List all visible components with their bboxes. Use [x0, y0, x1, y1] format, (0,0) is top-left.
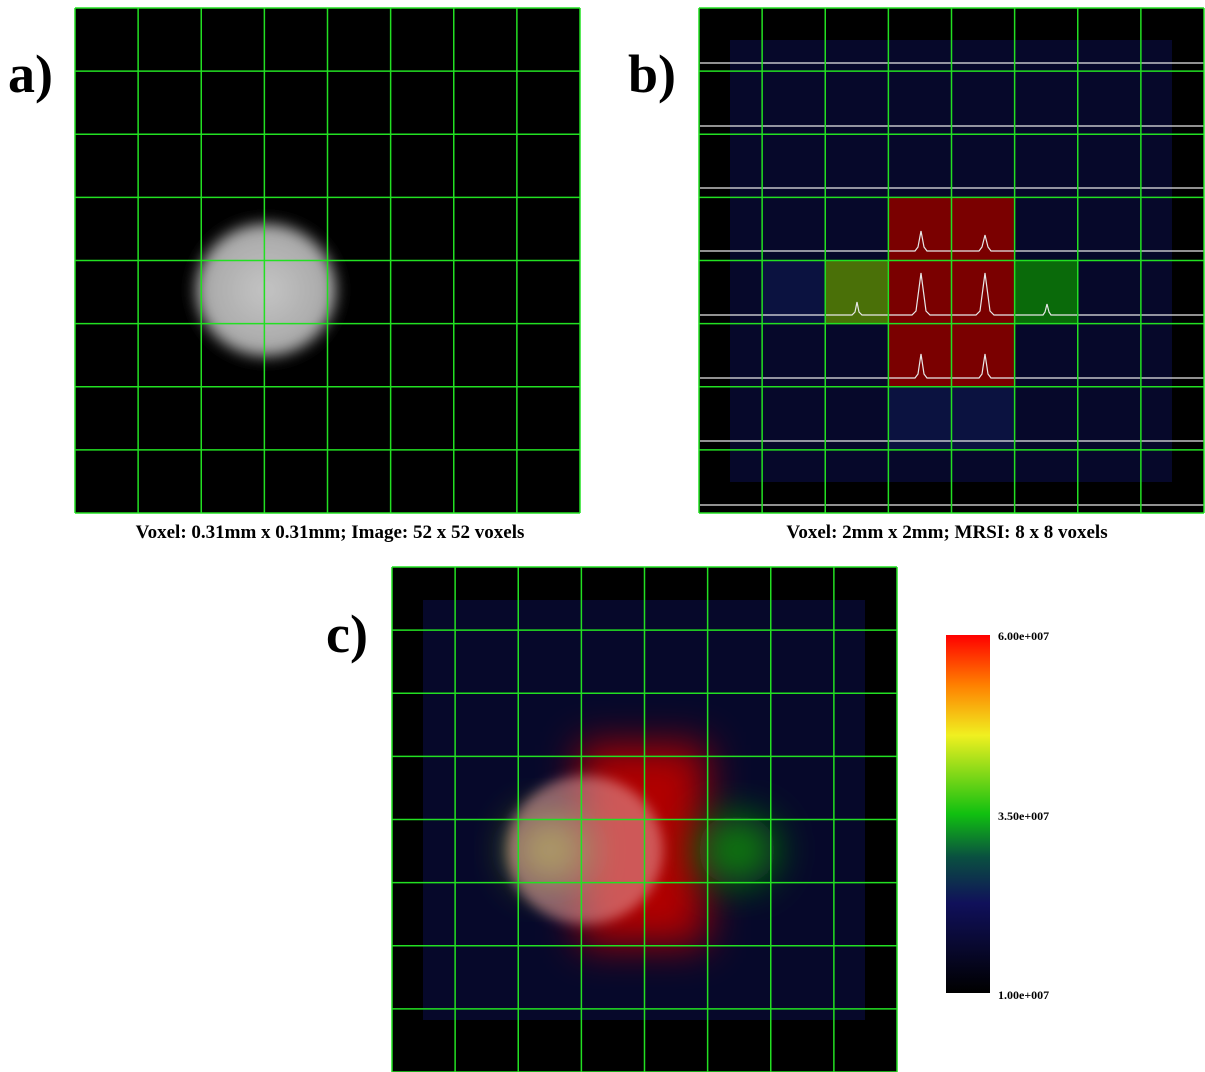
colorbar-label: 6.00e+007: [998, 629, 1049, 643]
colorbar: [946, 635, 990, 993]
caption: Voxel: 2mm x 2mm; MRSI: 8 x 8 voxels: [786, 522, 1107, 543]
figure: a) Voxel: 0.31mm x 0.31mm; Image: 52 x 5…: [0, 0, 1205, 1072]
panel-label: a): [8, 44, 53, 104]
panel-label: b): [628, 44, 676, 104]
caption: Voxel: 0.31mm x 0.31mm; Image: 52 x 52 v…: [136, 522, 525, 543]
colorbar-label: 1.00e+007: [998, 988, 1049, 1002]
colorbar-label: 3.50e+007: [998, 809, 1049, 823]
panel-label: c): [326, 604, 368, 664]
